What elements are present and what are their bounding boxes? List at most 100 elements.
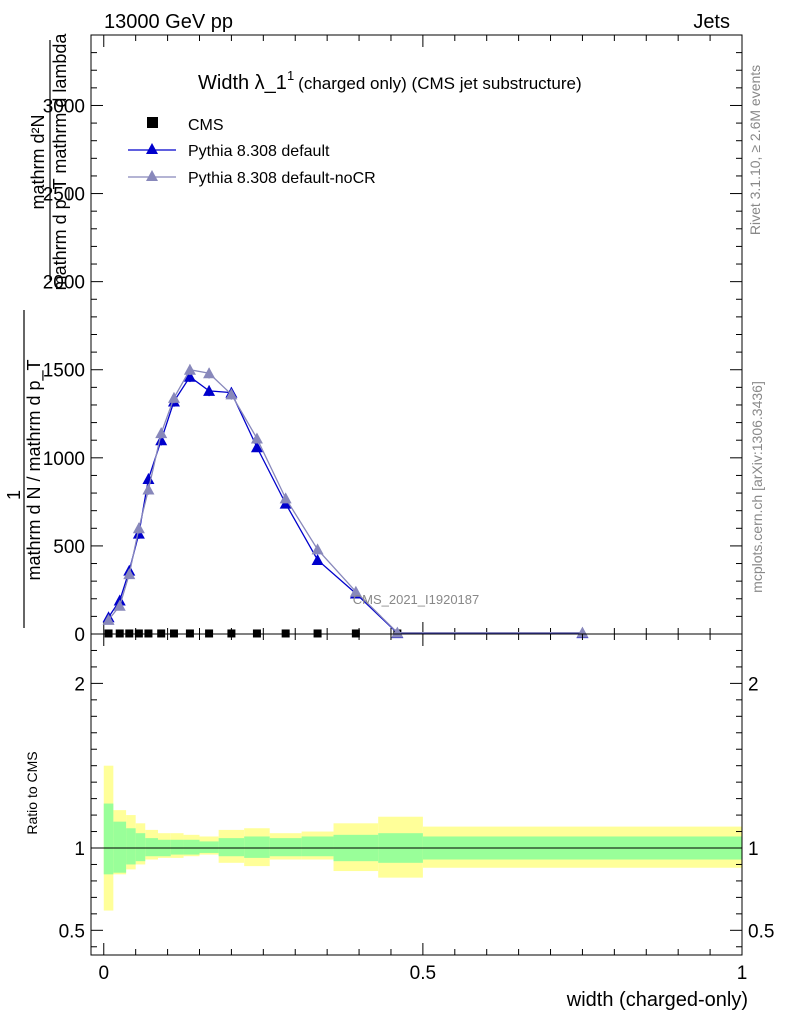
legend-marker-default	[146, 143, 158, 154]
data-point	[167, 391, 180, 403]
data-point	[203, 384, 216, 396]
data-point	[102, 613, 115, 625]
data-point	[349, 585, 362, 597]
ratio-y-tick-label: 2	[74, 674, 85, 695]
data-point	[391, 626, 404, 638]
data-point	[125, 629, 134, 638]
series-0	[104, 629, 402, 638]
data-point	[157, 629, 166, 638]
band-bin	[301, 836, 334, 857]
data-point	[252, 629, 261, 638]
data-point	[313, 629, 322, 638]
plot-title: Width λ_11 (charged only) (CMS jet substr…	[198, 68, 582, 94]
main-plot-panel: 0 500 1000 1500 2000 2500 3000 Width λ_11 (char…	[43, 34, 743, 646]
ratio-y-tick-label-right: 0.5	[748, 921, 774, 942]
data-point	[183, 363, 196, 375]
data-point	[115, 629, 124, 638]
y-label-top-den: mathrm d p_T mathrm d lambda	[50, 33, 71, 291]
analysis-watermark: CMS_2021_I1920187	[353, 592, 480, 607]
y-tick-label: 500	[53, 537, 85, 558]
y-label-bottom-num: 1	[4, 490, 24, 500]
data-point	[311, 543, 324, 555]
data-point	[183, 370, 196, 382]
data-point	[250, 432, 263, 444]
ratio-y-tick-label: 0.5	[59, 921, 85, 942]
band-bin	[170, 839, 184, 855]
legend-label-cms: CMS	[188, 117, 224, 134]
ratio-y-tick-label-right: 2	[748, 674, 759, 695]
energy-label: 13000 GeV pp	[104, 11, 233, 33]
band-bin	[199, 841, 219, 853]
series-line	[108, 369, 583, 634]
ratio-y-tick-label-right: 1	[748, 839, 759, 860]
x-axis-label: width (charged-only)	[566, 989, 748, 1011]
data-point	[113, 599, 126, 611]
legend-marker-nocr	[146, 170, 158, 181]
band-bin	[183, 839, 200, 855]
data-point	[134, 629, 143, 638]
data-point	[227, 629, 236, 638]
ratio-plot-panel: 0.5 0.51 12 2 0 0.5 1	[59, 633, 774, 984]
rivet-version-label: Rivet 3.1.10, ≥ 2.6M events	[747, 65, 763, 235]
main-y-ticks: 0 500 1000 1500 2000 2500 3000	[43, 34, 742, 646]
data-point	[576, 626, 589, 638]
main-data-marks	[102, 363, 589, 639]
ratio-y-tick-label: 1	[74, 839, 85, 860]
x-tick-label: 0.5	[410, 963, 436, 984]
plot-title-main: Width λ_1	[198, 72, 287, 94]
data-point	[132, 522, 145, 534]
ratio-y-axis-label: Ratio to CMS	[24, 751, 40, 834]
data-point	[123, 568, 136, 580]
band-bin	[244, 836, 270, 858]
data-point	[169, 629, 178, 638]
mcplots-credit-label: mcplots.cern.ch [arXiv:1306.3436]	[749, 381, 765, 593]
band-bin	[269, 838, 302, 857]
legend: CMS Pythia 8.308 default Pythia 8.308 de…	[128, 117, 376, 187]
band-bin	[126, 828, 136, 865]
band-bin	[103, 803, 114, 875]
legend-label-default: Pythia 8.308 default	[188, 143, 330, 160]
y-tick-label: 3000	[43, 96, 85, 117]
x-tick-label: 1	[737, 963, 748, 984]
series-line	[108, 375, 583, 634]
y-tick-label: 1000	[43, 449, 85, 470]
ratio-uncertainty-bands	[103, 765, 742, 911]
data-point	[142, 472, 155, 484]
series-2	[102, 363, 589, 638]
legend-marker-cms	[147, 117, 158, 128]
data-point	[351, 629, 360, 638]
y-label-top-num: mathrm d²N	[28, 114, 48, 209]
series-1	[102, 370, 589, 639]
data-point	[185, 629, 194, 638]
band-bin	[135, 833, 146, 862]
ratio-y-ticks: 0.5 0.5 1 1 2 2	[59, 649, 774, 948]
ratio-x-ticks: 0 0.5 1	[98, 634, 747, 984]
y-tick-label: 2000	[43, 273, 85, 294]
y-tick-label: 1500	[43, 361, 85, 382]
y-tick-label: 0	[74, 625, 85, 646]
data-point	[203, 367, 216, 379]
data-point	[104, 629, 113, 638]
data-point	[144, 629, 153, 638]
process-label: Jets	[693, 11, 730, 33]
data-point	[155, 427, 168, 439]
y-tick-label: 2500	[43, 185, 85, 206]
ratio-plot-frame	[90, 633, 743, 956]
legend-label-nocr: Pythia 8.308 default-noCR	[188, 170, 376, 187]
data-point	[142, 483, 155, 495]
data-point	[155, 434, 168, 446]
plot-title-sup: 1	[287, 68, 294, 83]
main-x-ticks	[103, 35, 743, 634]
data-point	[281, 629, 290, 638]
band-bin	[113, 821, 127, 873]
band-bin	[218, 838, 245, 857]
data-point	[225, 388, 238, 400]
data-point	[311, 554, 324, 566]
data-point	[250, 441, 263, 453]
data-point	[205, 629, 214, 638]
plot-title-rest: (charged only) (CMS jet substructure)	[298, 74, 581, 93]
x-tick-label: 0	[98, 963, 109, 984]
band-bin	[145, 838, 159, 857]
main-y-axis-label: mathrm d²N mathrm d p_T mathrm d lambda …	[4, 33, 71, 628]
y-label-bottom-den: mathrm d N / mathrm d p_T	[24, 359, 45, 580]
